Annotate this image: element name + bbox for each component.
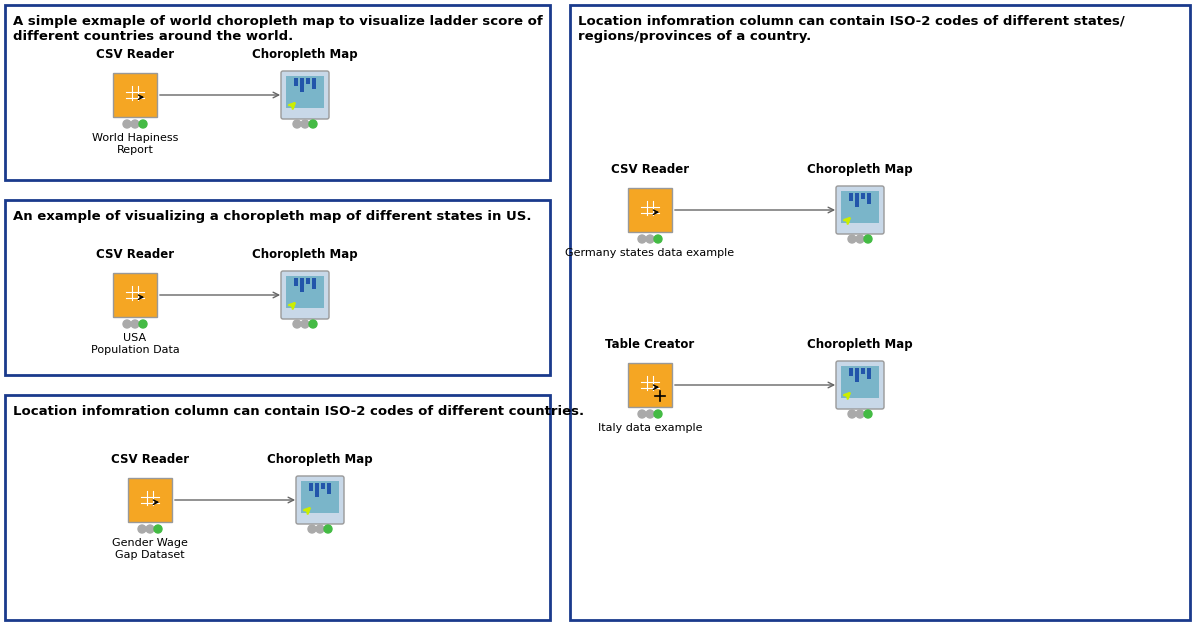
Circle shape — [139, 320, 148, 328]
FancyBboxPatch shape — [128, 478, 172, 522]
Text: CSV Reader: CSV Reader — [96, 48, 174, 61]
Circle shape — [654, 235, 662, 243]
FancyBboxPatch shape — [281, 271, 329, 319]
FancyBboxPatch shape — [113, 73, 157, 117]
Circle shape — [139, 120, 148, 128]
FancyBboxPatch shape — [286, 76, 324, 108]
Text: Location infomration column can contain ISO-2 codes of different states/
regions: Location infomration column can contain … — [578, 15, 1124, 43]
FancyBboxPatch shape — [854, 193, 859, 207]
FancyBboxPatch shape — [113, 273, 157, 317]
FancyBboxPatch shape — [628, 188, 672, 232]
FancyBboxPatch shape — [314, 483, 319, 497]
FancyBboxPatch shape — [841, 366, 878, 398]
FancyBboxPatch shape — [300, 278, 304, 292]
FancyBboxPatch shape — [312, 78, 316, 89]
Circle shape — [646, 410, 654, 418]
FancyBboxPatch shape — [306, 78, 310, 84]
Text: CSV Reader: CSV Reader — [96, 248, 174, 261]
FancyBboxPatch shape — [312, 278, 316, 289]
Circle shape — [856, 410, 864, 418]
Circle shape — [864, 410, 872, 418]
Text: Choropleth Map: Choropleth Map — [808, 338, 913, 351]
Circle shape — [124, 320, 131, 328]
Circle shape — [124, 120, 131, 128]
Circle shape — [301, 320, 310, 328]
Circle shape — [308, 525, 316, 533]
FancyBboxPatch shape — [306, 278, 310, 284]
Text: USA
Population Data: USA Population Data — [91, 333, 179, 355]
FancyBboxPatch shape — [281, 71, 329, 119]
FancyBboxPatch shape — [862, 193, 865, 199]
FancyBboxPatch shape — [294, 278, 298, 286]
FancyBboxPatch shape — [296, 476, 344, 524]
FancyBboxPatch shape — [286, 276, 324, 307]
Circle shape — [138, 525, 146, 533]
FancyBboxPatch shape — [310, 483, 313, 491]
Circle shape — [301, 120, 310, 128]
Circle shape — [638, 235, 646, 243]
FancyBboxPatch shape — [866, 368, 871, 379]
Circle shape — [146, 525, 154, 533]
Circle shape — [848, 410, 856, 418]
FancyBboxPatch shape — [850, 193, 853, 201]
Circle shape — [316, 525, 324, 533]
Circle shape — [131, 120, 139, 128]
Circle shape — [324, 525, 332, 533]
FancyBboxPatch shape — [5, 200, 550, 375]
FancyBboxPatch shape — [866, 193, 871, 204]
Text: Choropleth Map: Choropleth Map — [268, 453, 373, 466]
Text: CSV Reader: CSV Reader — [110, 453, 190, 466]
FancyBboxPatch shape — [628, 363, 672, 407]
Circle shape — [654, 410, 662, 418]
FancyBboxPatch shape — [294, 78, 298, 86]
Circle shape — [310, 120, 317, 128]
Circle shape — [131, 320, 139, 328]
Circle shape — [848, 235, 856, 243]
FancyBboxPatch shape — [570, 5, 1190, 620]
FancyBboxPatch shape — [5, 5, 550, 180]
FancyBboxPatch shape — [5, 395, 550, 620]
FancyBboxPatch shape — [862, 368, 865, 374]
Text: Italy data example: Italy data example — [598, 423, 702, 433]
Circle shape — [856, 235, 864, 243]
Text: World Hapiness
Report: World Hapiness Report — [92, 133, 178, 154]
Circle shape — [646, 235, 654, 243]
Text: Germany states data example: Germany states data example — [565, 248, 734, 258]
Text: CSV Reader: CSV Reader — [611, 163, 689, 176]
FancyBboxPatch shape — [300, 78, 304, 92]
FancyBboxPatch shape — [836, 361, 884, 409]
Text: Table Creator: Table Creator — [605, 338, 695, 351]
Text: Gender Wage
Gap Dataset: Gender Wage Gap Dataset — [112, 538, 188, 559]
FancyBboxPatch shape — [301, 481, 340, 513]
Text: An example of visualizing a choropleth map of different states in US.: An example of visualizing a choropleth m… — [13, 210, 532, 223]
Circle shape — [310, 320, 317, 328]
FancyBboxPatch shape — [322, 483, 325, 489]
Text: Location infomration column can contain ISO-2 codes of different countries.: Location infomration column can contain … — [13, 405, 584, 418]
Text: Choropleth Map: Choropleth Map — [252, 48, 358, 61]
Circle shape — [293, 120, 301, 128]
FancyBboxPatch shape — [854, 368, 859, 382]
Circle shape — [154, 525, 162, 533]
FancyBboxPatch shape — [326, 483, 331, 494]
Circle shape — [864, 235, 872, 243]
Circle shape — [293, 320, 301, 328]
FancyBboxPatch shape — [836, 186, 884, 234]
Text: Choropleth Map: Choropleth Map — [808, 163, 913, 176]
Text: A simple exmaple of world choropleth map to visualize ladder score of
different : A simple exmaple of world choropleth map… — [13, 15, 542, 43]
Text: Choropleth Map: Choropleth Map — [252, 248, 358, 261]
FancyBboxPatch shape — [850, 368, 853, 376]
FancyBboxPatch shape — [841, 191, 878, 222]
Circle shape — [638, 410, 646, 418]
